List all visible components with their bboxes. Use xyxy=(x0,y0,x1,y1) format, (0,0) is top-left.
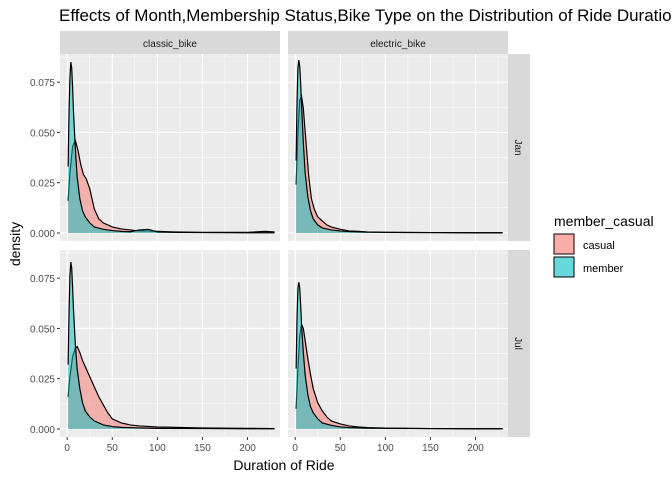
y-tick-label: 0.075 xyxy=(30,274,55,285)
y-tick-label: 0.050 xyxy=(30,128,55,139)
panel-background xyxy=(288,54,508,241)
facet-strip-classic_bike xyxy=(60,31,280,54)
panel-electric_bike-Jan xyxy=(288,54,508,241)
density-line-member xyxy=(295,282,503,430)
facet-label-classic_bike: classic_bike xyxy=(143,39,197,50)
density-line-member xyxy=(295,59,503,234)
x-tick-label: 100 xyxy=(377,443,394,454)
density-line-casual xyxy=(67,345,275,430)
legend-key-member xyxy=(553,256,575,278)
x-tick-label: 0 xyxy=(64,443,70,454)
x-tick-label: 200 xyxy=(239,443,256,454)
panel-classic_bike-Jan: 0.000 0.025 0.050 0.075 xyxy=(30,54,280,241)
facet-label-Jan: Jan xyxy=(512,139,523,155)
facet-strip-Jan xyxy=(508,54,530,241)
density-line-member xyxy=(67,61,275,234)
panel-background xyxy=(288,250,508,437)
x-axis-label: Duration of Ride xyxy=(233,457,334,473)
y-tick-label: 0.000 xyxy=(30,425,55,436)
chart-title: Effects of Month,Membership Status,Bike … xyxy=(59,6,672,25)
y-tick-label: 0.025 xyxy=(30,179,55,190)
legend-key-casual xyxy=(553,233,575,255)
facet-panels: classic_bike electric_bike Jan Jul 0.000 0.02… xyxy=(30,31,530,454)
x-tick-label: 150 xyxy=(194,443,211,454)
x-tick-label: 50 xyxy=(107,443,119,454)
y-tick-label: 0.025 xyxy=(30,375,55,386)
facet-strip-electric_bike xyxy=(288,31,508,54)
y-tick-label: 0.075 xyxy=(30,78,55,89)
legend-label-member: member xyxy=(583,263,624,275)
facet-label-electric_bike: electric_bike xyxy=(370,39,426,50)
facet-label-Jul: Jul xyxy=(512,337,523,350)
y-tick-label: 0.050 xyxy=(30,324,55,335)
x-tick-label: 150 xyxy=(422,443,439,454)
panel-background xyxy=(60,54,280,241)
panel-classic_bike-Jul: 0 50 100 150 200 0.000 0.025 0.050 0.075 xyxy=(30,250,280,454)
x-tick-label: 0 xyxy=(292,443,298,454)
density-area-casual xyxy=(296,96,503,233)
density-line-member xyxy=(67,261,275,430)
legend-label-casual: casual xyxy=(583,240,615,252)
y-tick-label: 0.000 xyxy=(30,229,55,240)
facet-strip-Jul xyxy=(508,250,530,437)
x-tick-label: 100 xyxy=(149,443,166,454)
legend-title: member_casual xyxy=(554,213,654,229)
legend: member_casual casual member xyxy=(553,213,654,278)
x-tick-label: 200 xyxy=(467,443,484,454)
y-axis-label: density xyxy=(7,222,23,266)
x-tick-label: 50 xyxy=(335,443,347,454)
panel-electric_bike-Jul: 0 50 100 150 200 xyxy=(288,250,508,454)
